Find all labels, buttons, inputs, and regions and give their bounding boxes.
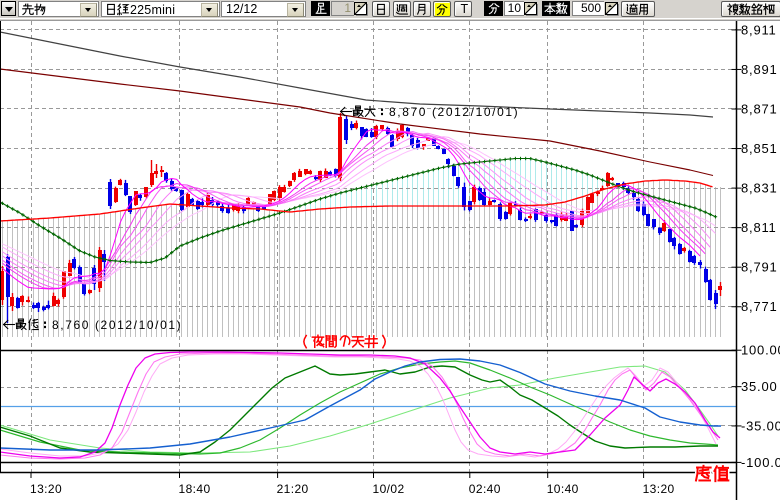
svg-text:8,791: 8,791 — [741, 260, 778, 275]
svg-text:10/02: 10/02 — [373, 482, 405, 496]
svg-text:8,911: 8,911 — [741, 22, 777, 37]
svg-text:35.00: 35.00 — [741, 379, 778, 394]
svg-text:8,811: 8,811 — [741, 220, 777, 235]
svg-text:8,891: 8,891 — [741, 62, 778, 77]
svg-text:18:40: 18:40 — [179, 482, 211, 496]
svg-text:8,871: 8,871 — [741, 102, 778, 117]
svg-text:100.00: 100.00 — [741, 343, 780, 358]
svg-text:13:20: 13:20 — [643, 482, 675, 496]
svg-text:02:40: 02:40 — [469, 482, 501, 496]
svg-text:21:20: 21:20 — [277, 482, 309, 496]
svg-text:8,831: 8,831 — [741, 181, 778, 196]
svg-text:8,870 (2012/10/01): 8,870 (2012/10/01) — [389, 105, 519, 119]
svg-text:8,851: 8,851 — [741, 141, 778, 156]
svg-text:-100.00: -100.00 — [741, 455, 780, 470]
svg-text:10:40: 10:40 — [547, 482, 579, 496]
svg-text:8,771: 8,771 — [741, 299, 778, 314]
svg-text:-35.00: -35.00 — [741, 418, 780, 433]
svg-text:8,760 (2012/10/01): 8,760 (2012/10/01) — [52, 318, 182, 332]
svg-text:13:20: 13:20 — [30, 482, 62, 496]
